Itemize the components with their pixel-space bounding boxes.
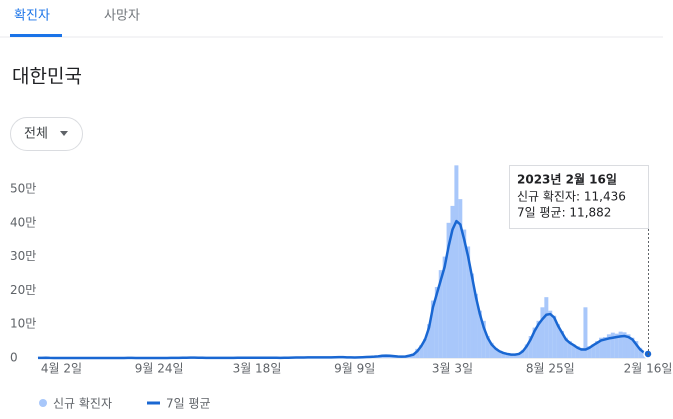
bar — [477, 310, 482, 358]
bar — [591, 344, 596, 358]
bar — [427, 324, 432, 358]
bar — [532, 327, 537, 358]
bar — [473, 293, 478, 358]
bar — [438, 270, 443, 358]
bar — [470, 273, 475, 358]
tooltip-line: 7일 평균: 11,882 — [517, 206, 611, 220]
bar — [458, 199, 463, 358]
x-tick-label: 3월 18일 — [233, 362, 282, 376]
bar — [423, 338, 428, 358]
y-tick-label: 0 — [10, 351, 18, 365]
bar — [587, 346, 592, 358]
bar — [602, 337, 607, 358]
tab[interactable]: 사망자 — [104, 9, 140, 24]
bar — [493, 347, 498, 358]
bar — [430, 300, 435, 358]
bar — [579, 347, 584, 358]
dropdown-arrow — [60, 131, 68, 136]
x-tick-label: 9월 24일 — [135, 362, 184, 376]
bar — [544, 297, 549, 358]
bar — [442, 256, 447, 358]
bar — [505, 353, 510, 358]
plot: 0 10만 20만 30만 40만 50만 4월 2일 9월 24일 3월 18일 9월 9일 3월… — [10, 165, 673, 376]
tooltip-title: 2023년 2월 16일 — [517, 172, 617, 187]
bar — [454, 165, 459, 358]
bar — [556, 324, 561, 358]
bar — [419, 345, 424, 358]
tooltip — [509, 165, 649, 229]
bar — [606, 334, 611, 358]
bar — [614, 333, 619, 358]
bar — [563, 337, 568, 358]
bar — [415, 348, 420, 358]
bar — [481, 320, 486, 358]
bar — [497, 350, 502, 358]
bar — [638, 347, 643, 358]
bar — [571, 344, 576, 358]
x-tick-label: 8월 25일 — [526, 362, 575, 376]
bar — [552, 315, 557, 358]
x-tick-label: 4월 2일 — [41, 362, 82, 376]
bar — [559, 330, 564, 358]
bar — [595, 341, 600, 358]
legend-label: 7일 평균 — [166, 397, 211, 411]
tooltip-line: 신규 확진자: 11,436 — [517, 190, 626, 204]
bar — [536, 320, 541, 358]
bar — [618, 331, 623, 358]
x-tick-label: 2월 16일 — [624, 362, 673, 376]
bar — [528, 336, 533, 358]
tab[interactable]: 확진자 — [14, 9, 50, 24]
bar — [485, 336, 490, 358]
bar — [567, 341, 572, 358]
filter-label: 전체 — [24, 127, 48, 142]
bar — [513, 354, 518, 358]
bar — [489, 342, 494, 358]
bar — [599, 337, 604, 358]
average-line — [37, 219, 649, 360]
bar — [450, 205, 455, 358]
bar — [634, 341, 639, 358]
y-tick-label: 40만 — [10, 215, 36, 229]
region-title: 대한민국 — [12, 66, 82, 88]
filter-dropdown[interactable] — [10, 117, 83, 151]
legend: 신규 확진자 7일 평균 — [39, 397, 211, 411]
bar — [626, 334, 631, 358]
bar — [462, 229, 467, 358]
bar — [509, 354, 514, 358]
y-tick-label: 30만 — [10, 249, 36, 263]
bar — [610, 332, 615, 358]
bar — [575, 346, 580, 358]
bar — [524, 344, 529, 358]
bar — [540, 307, 545, 358]
x-tick-label: 3월 3일 — [432, 362, 473, 376]
legend-swatch — [39, 399, 47, 407]
bar — [548, 310, 553, 358]
y-tick-label: 10만 — [10, 317, 36, 331]
x-tick-label: 9월 9일 — [334, 362, 375, 376]
bar — [434, 287, 439, 358]
bar — [466, 246, 471, 358]
bar — [520, 349, 525, 358]
tab-indicator — [10, 34, 62, 37]
y-tick-label: 20만 — [10, 283, 36, 297]
legend-label: 신규 확진자 — [53, 397, 112, 411]
bar — [501, 352, 506, 358]
bar — [446, 222, 451, 358]
y-tick-label: 50만 — [10, 182, 36, 196]
bar — [583, 307, 588, 358]
bar — [630, 337, 635, 358]
bar — [516, 353, 521, 358]
bar — [622, 332, 627, 358]
